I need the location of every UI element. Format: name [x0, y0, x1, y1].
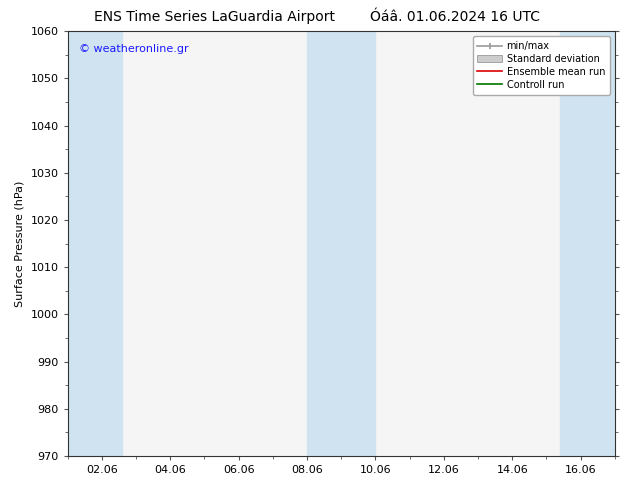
Text: © weatheronline.gr: © weatheronline.gr [79, 44, 188, 54]
Legend: min/max, Standard deviation, Ensemble mean run, Controll run: min/max, Standard deviation, Ensemble me… [472, 36, 610, 95]
Bar [68, 31, 122, 456]
Y-axis label: Surface Pressure (hPa): Surface Pressure (hPa) [15, 180, 25, 307]
Bar [560, 31, 615, 456]
Bar [307, 31, 375, 456]
Text: ENS Time Series LaGuardia Airport        Óáâ. 01.06.2024 16 UTC: ENS Time Series LaGuardia Airport Óáâ. 0… [94, 7, 540, 24]
